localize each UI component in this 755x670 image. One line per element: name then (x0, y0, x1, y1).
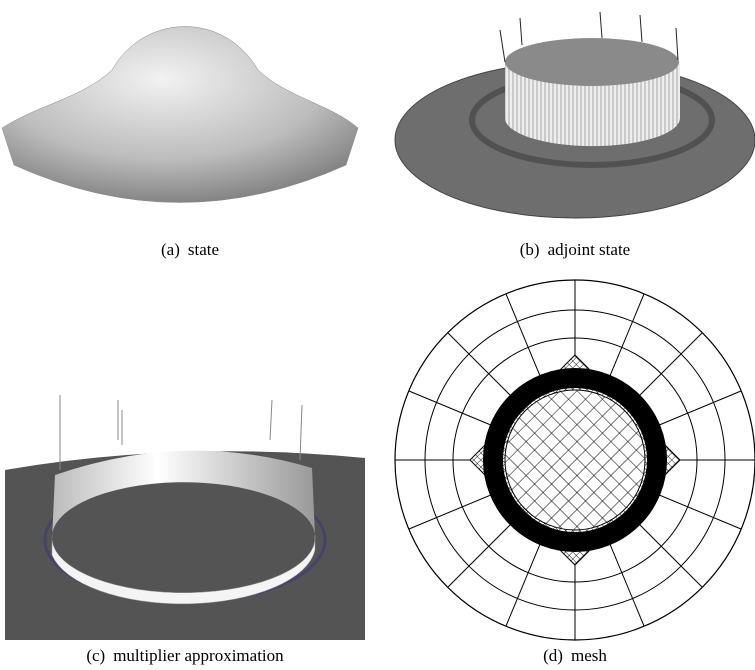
caption-part: (a) (161, 240, 180, 259)
caption-part: (c) (86, 646, 105, 665)
mesh-image (395, 280, 755, 640)
multiplier-image (5, 395, 365, 640)
caption-b: (b) adjoint state (520, 240, 630, 259)
caption-part: (b) (520, 240, 540, 259)
caption-part: state (188, 240, 219, 259)
caption-c: (c) multiplier approximation (86, 646, 284, 665)
adjoint-state-image (395, 12, 755, 218)
caption-a: (a) state (161, 240, 219, 259)
caption-part: multiplier approximation (113, 646, 284, 665)
caption-part: adjoint state (548, 240, 631, 259)
caption-part: mesh (571, 646, 607, 665)
caption-part: (d) (543, 646, 563, 665)
caption-d: (d) mesh (543, 646, 607, 665)
figure: (a) state (b) adjoint state (c) multiplier … (0, 0, 755, 670)
state-image (2, 27, 358, 203)
